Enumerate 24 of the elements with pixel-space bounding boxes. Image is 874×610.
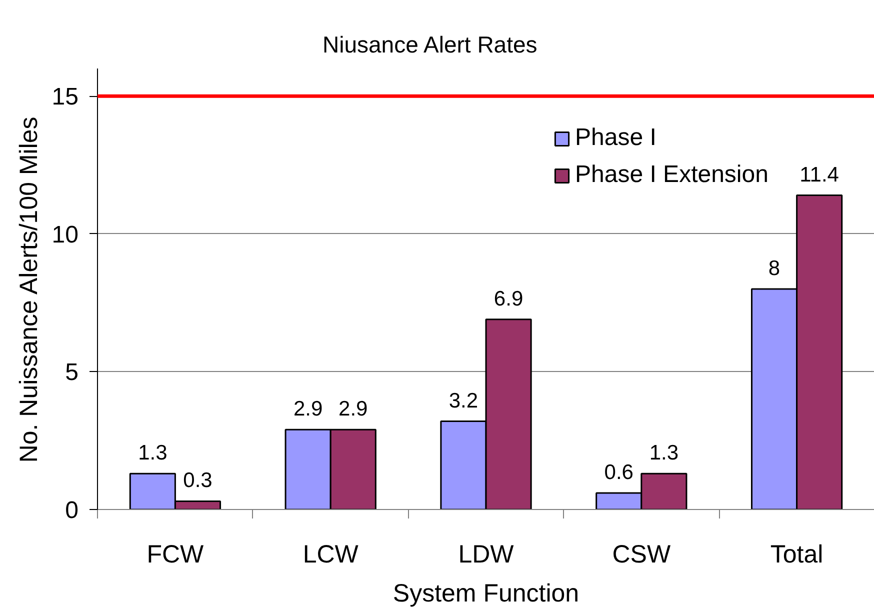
x-axis-title: System Function (392, 580, 580, 608)
data-label: 2.9 (293, 398, 323, 421)
data-label: 0.6 (604, 460, 634, 484)
x-tick-label: LDW (458, 540, 514, 568)
data-label: 0.3 (183, 469, 212, 492)
x-tick-label: Total (770, 540, 824, 568)
chart-title: Niusance Alert Rates (322, 32, 538, 58)
data-label: 8 (768, 257, 780, 280)
data-label: 1.3 (649, 442, 679, 465)
legend-label: Phase I Extension (575, 161, 768, 189)
y-axis-title: No. Nuissance Alerts/100 Miles (14, 116, 43, 463)
y-tick-label: 0 (65, 497, 79, 524)
data-label: 2.9 (338, 398, 368, 421)
data-label: 3.2 (448, 389, 478, 412)
y-tick-label: 15 (52, 84, 79, 111)
x-tick-label: LCW (302, 540, 359, 568)
x-tick-label: CSW (612, 540, 671, 568)
y-tick-label: 5 (65, 359, 79, 386)
data-label: 6.9 (494, 287, 524, 310)
data-label: 11.4 (800, 163, 840, 186)
x-tick-label: FCW (146, 540, 204, 568)
data-label: 1.3 (138, 442, 168, 465)
legend-label: Phase I (575, 124, 656, 152)
y-tick-label: 10 (52, 221, 79, 248)
